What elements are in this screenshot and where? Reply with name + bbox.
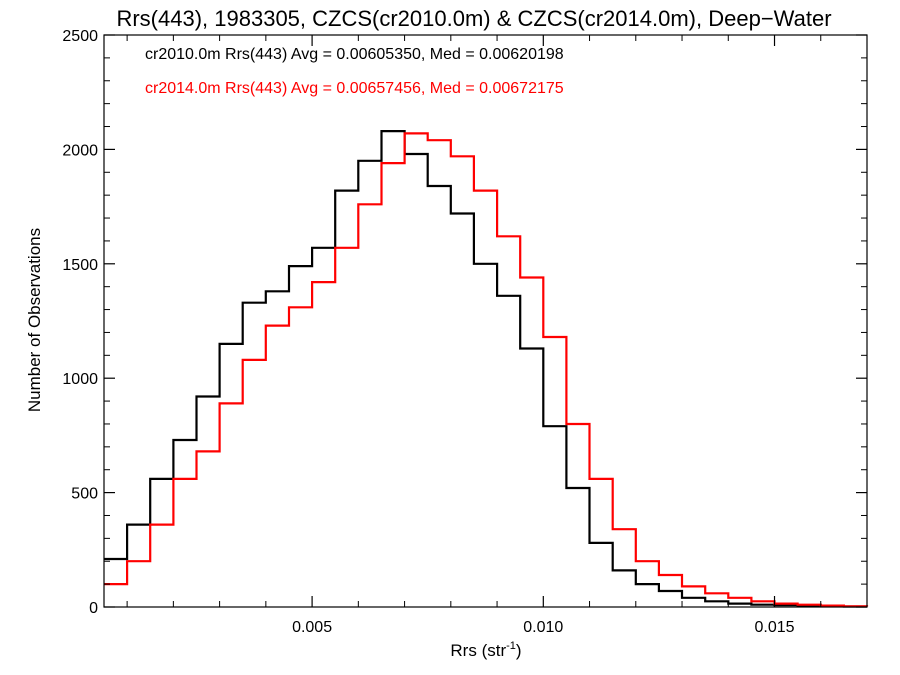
series-line-1 bbox=[104, 130, 867, 608]
series-line-2 bbox=[104, 132, 869, 608]
plot-area: 0.005 0.010 0.015 0 500 1000 1500 2000 2500 bbox=[62, 28, 869, 636]
legend-entry-series-1: cr2010.0m Rrs(443) Avg = 0.00605350, Med… bbox=[145, 46, 564, 63]
legend-entry-series-2: cr2014.0m Rrs(443) Avg = 0.00657456, Med… bbox=[145, 80, 564, 97]
y-tick-label: 1000 bbox=[62, 371, 98, 388]
y-tick-label: 0 bbox=[89, 600, 98, 617]
y-tick-label: 2500 bbox=[62, 28, 98, 45]
x-tick-label: 0.015 bbox=[754, 619, 794, 636]
y-tick-label: 500 bbox=[71, 486, 98, 503]
y-tick-label: 1500 bbox=[62, 257, 98, 274]
y-axis-label: Number of Observations bbox=[25, 228, 44, 412]
y-tick-label: 2000 bbox=[62, 142, 98, 159]
plot-frame bbox=[103, 34, 868, 608]
x-tick-label: 0.010 bbox=[523, 619, 563, 636]
legend: cr2010.0m Rrs(443) Avg = 0.00605350, Med… bbox=[145, 46, 564, 97]
x-tick-label: 0.005 bbox=[292, 619, 332, 636]
chart-title: Rrs(443), 1983305, CZCS(cr2010.0m) & CZC… bbox=[116, 6, 831, 31]
x-axis-label: Rrs (str-1) bbox=[450, 640, 521, 660]
